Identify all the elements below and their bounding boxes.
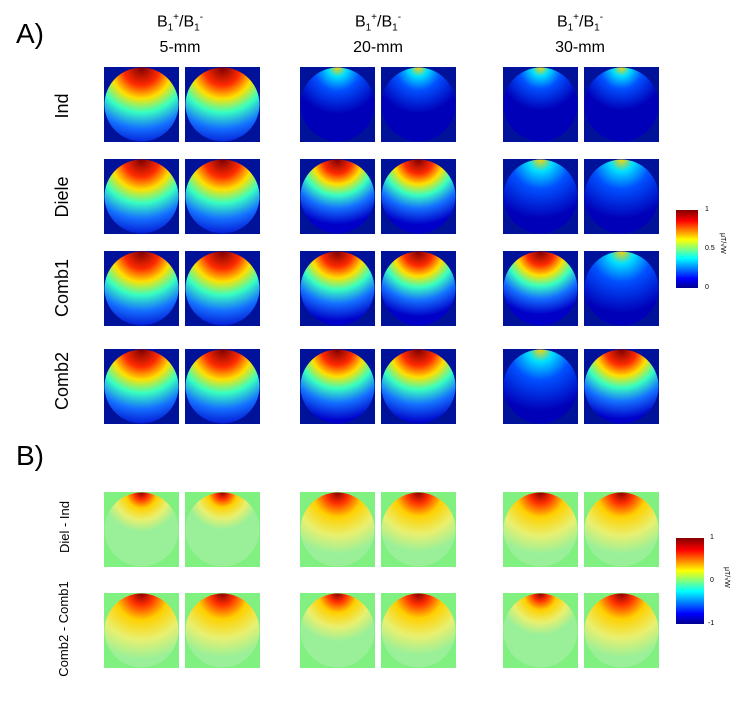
map-tile-a-r2-c6: [584, 159, 659, 234]
row-label-comb2-comb1: Comb2 - Comb1: [56, 581, 71, 677]
map-tile-b-r2-c3: [300, 593, 375, 668]
map-tile-a-r4-c4: [381, 349, 456, 424]
colorbar-a-unit: μT/√W: [719, 233, 726, 254]
map-tile-a-r1-c2: [185, 67, 260, 142]
column-header-5mm: B1+/B1- 5-mm: [156, 12, 204, 56]
map-tile-b-r1-c6: [584, 492, 659, 567]
map-tile-a-r2-c4: [381, 159, 456, 234]
row-label-comb2: Comb2: [52, 351, 72, 411]
column-header-20mm: B1+/B1- 20-mm: [353, 12, 403, 56]
map-tile-a-r4-c3: [300, 349, 375, 424]
map-tile-a-r3-c1: [104, 251, 179, 326]
map-tile-a-r3-c6: [584, 251, 659, 326]
map-tile-a-r2-c1: [104, 159, 179, 234]
panel-b-label: B): [16, 440, 44, 471]
map-tile-b-r2-c4: [381, 593, 456, 668]
map-tile-b-r1-c1: [104, 492, 179, 567]
map-tile-a-r4-c1: [104, 349, 179, 424]
map-tile-a-r1-c4: [381, 67, 456, 142]
colorbar-b-max: 1: [710, 534, 714, 541]
map-tile-a-r3-c2: [185, 251, 260, 326]
column-header-30mm: B1+/B1- 30-mm: [555, 12, 605, 56]
map-tile-a-r1-c6: [584, 67, 659, 142]
colorbar-b: [676, 538, 704, 624]
map-tile-a-r4-c2: [185, 349, 260, 424]
map-tile-b-r2-c2: [185, 593, 260, 668]
colorbar-b-min: -1: [708, 620, 715, 627]
map-tile-a-r1-c5: [503, 67, 578, 142]
colorbar-a-max: 1: [705, 206, 709, 213]
colorbar-b-mid: 0: [710, 577, 714, 584]
map-tile-b-r1-c2: [185, 492, 260, 567]
row-label-diel-ind: Diel - Ind: [57, 500, 72, 554]
map-tile-a-r2-c5: [503, 159, 578, 234]
map-tile-b-r2-c1: [104, 593, 179, 668]
row-label-comb1: Comb1: [52, 258, 72, 318]
panel-a-label: A): [16, 18, 44, 49]
map-tile-a-r3-c4: [381, 251, 456, 326]
map-tile-b-r1-c5: [503, 492, 578, 567]
row-label-ind: Ind: [52, 93, 72, 119]
map-tile-a-r2-c2: [185, 159, 260, 234]
map-tile-a-r4-c6: [584, 349, 659, 424]
map-tile-b-r2-c5: [503, 593, 578, 668]
map-tile-a-r3-c5: [503, 251, 578, 326]
map-tile-b-r1-c3: [300, 492, 375, 567]
map-tile-a-r4-c5: [503, 349, 578, 424]
colorbar-a-mid: 0.5: [705, 245, 715, 252]
map-tile-a-r2-c3: [300, 159, 375, 234]
colorbar-b-unit: μT/√W: [723, 567, 730, 588]
map-tile-b-r2-c6: [584, 593, 659, 668]
colorbar-a: [676, 210, 698, 288]
map-tile-b-r1-c4: [381, 492, 456, 567]
row-label-diele: Diele: [52, 176, 72, 218]
map-tile-a-r3-c3: [300, 251, 375, 326]
map-tile-a-r1-c1: [104, 67, 179, 142]
map-tile-a-r1-c3: [300, 67, 375, 142]
colorbar-a-min: 0: [705, 284, 709, 291]
